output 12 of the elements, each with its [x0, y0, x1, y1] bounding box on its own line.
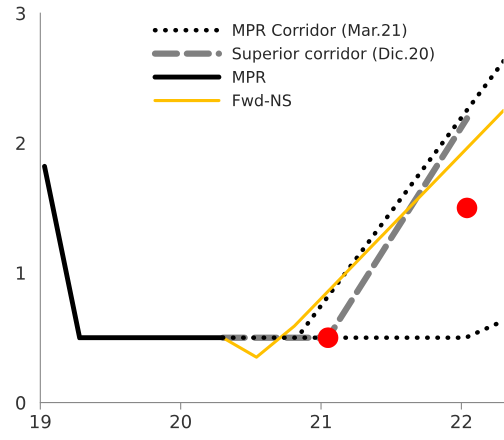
- x-tick-label: 22: [451, 414, 472, 428]
- legend-label: Fwd-NS: [233, 94, 292, 106]
- x-tick-label: 19: [30, 414, 51, 428]
- x-tick-label: 20: [170, 414, 191, 428]
- y-tick-label: 0: [16, 396, 26, 410]
- legend-label: MPR Corridor (Mar.21): [233, 24, 406, 38]
- y-tick-label: 1: [16, 266, 25, 280]
- x-tick-label: 21: [310, 414, 331, 428]
- legend-label: MPR: [233, 71, 266, 83]
- y-tick-label: 3: [16, 6, 25, 20]
- legend-label: Superior corridor (Dic.20): [232, 47, 434, 63]
- y-tick-label: 2: [16, 136, 25, 150]
